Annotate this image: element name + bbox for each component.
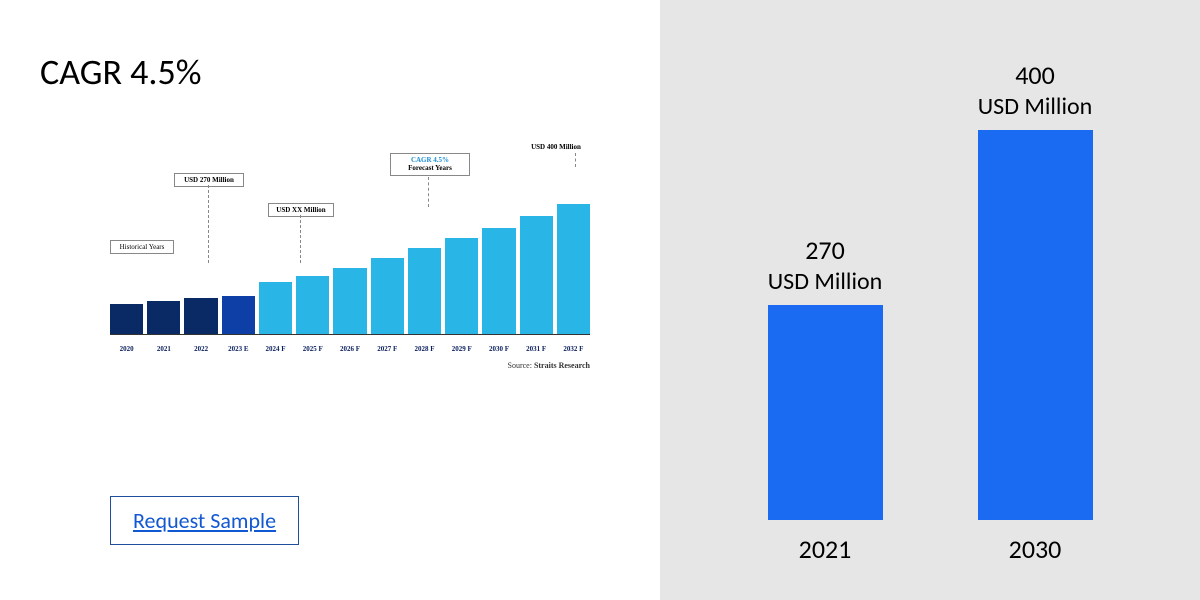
detail-xlabel: 2022 bbox=[184, 345, 217, 353]
big-xlabel: 2030 bbox=[960, 533, 1110, 565]
detail-bar bbox=[371, 258, 404, 334]
detail-xlabel: 2027 F bbox=[371, 345, 404, 353]
detail-xlabel: 2023 E bbox=[222, 345, 255, 353]
detail-xlabel: 2021 bbox=[147, 345, 180, 353]
cagr-title: CAGR 4.5% bbox=[40, 50, 620, 94]
detail-xlabel: 2031 F bbox=[520, 345, 553, 353]
big-bar-group: 270USD Million bbox=[750, 234, 900, 520]
detail-xlabels-row: 2020 2021 2022 2023 E 2024 F 2025 F 2026 F 2027… bbox=[110, 345, 590, 353]
detail-bar bbox=[333, 268, 366, 334]
detail-xlabel: 2032 F bbox=[557, 345, 590, 353]
detail-xlabel: 2028 F bbox=[408, 345, 441, 353]
detail-bar bbox=[408, 248, 441, 334]
left-panel: CAGR 4.5% Historical Years USD 270 Milli… bbox=[0, 0, 660, 600]
big-bar bbox=[768, 305, 883, 520]
detail-xlabel: 2029 F bbox=[445, 345, 478, 353]
detail-bar bbox=[296, 276, 329, 334]
detail-bar bbox=[147, 301, 180, 334]
big-bar bbox=[978, 130, 1093, 520]
request-sample-button[interactable]: Request Sample bbox=[110, 496, 299, 545]
callout-forecast: Forecast Years bbox=[408, 164, 452, 172]
callout-line bbox=[575, 153, 576, 167]
callout-text: USD 270 Million bbox=[184, 176, 234, 184]
detail-bar bbox=[557, 204, 590, 334]
detail-xlabel: 2030 F bbox=[482, 345, 515, 353]
big-bar-chart: 270USD Million 400USD Million 2021 2030 bbox=[720, 20, 1140, 570]
detail-bar bbox=[520, 216, 553, 334]
detail-bar bbox=[184, 298, 217, 334]
source-prefix: Source: bbox=[508, 361, 532, 370]
source-text: Straits Research bbox=[534, 361, 590, 370]
detail-xlabel: 2025 F bbox=[296, 345, 329, 353]
callout-text: USD 400 Million bbox=[531, 143, 581, 151]
detail-xlabel: 2024 F bbox=[259, 345, 292, 353]
callout-cagr-forecast: CAGR 4.5% Forecast Years bbox=[390, 153, 470, 176]
big-bars-row: 270USD Million 400USD Million bbox=[720, 20, 1140, 520]
detail-bar bbox=[222, 296, 255, 334]
callout-cagr: CAGR 4.5% bbox=[411, 156, 449, 164]
detail-bar bbox=[110, 304, 143, 334]
chart-source: Source: Straits Research bbox=[508, 361, 591, 370]
detail-bar bbox=[482, 228, 515, 334]
big-bar-label: 400USD Million bbox=[978, 59, 1092, 122]
callout-usd400: USD 400 Million bbox=[520, 141, 592, 153]
big-xlabels-row: 2021 2030 bbox=[720, 533, 1140, 565]
big-xlabel: 2021 bbox=[750, 533, 900, 565]
detail-bar bbox=[445, 238, 478, 334]
detail-bar-chart: Historical Years USD 270 Million USD XX … bbox=[110, 145, 590, 365]
detail-bar bbox=[259, 282, 292, 334]
detail-bars-row bbox=[110, 185, 590, 335]
detail-xlabel: 2020 bbox=[110, 345, 143, 353]
right-panel: 270USD Million 400USD Million 2021 2030 bbox=[660, 0, 1200, 600]
detail-xlabel: 2026 F bbox=[333, 345, 366, 353]
big-bar-group: 400USD Million bbox=[960, 59, 1110, 520]
big-bar-label: 270USD Million bbox=[768, 234, 882, 297]
